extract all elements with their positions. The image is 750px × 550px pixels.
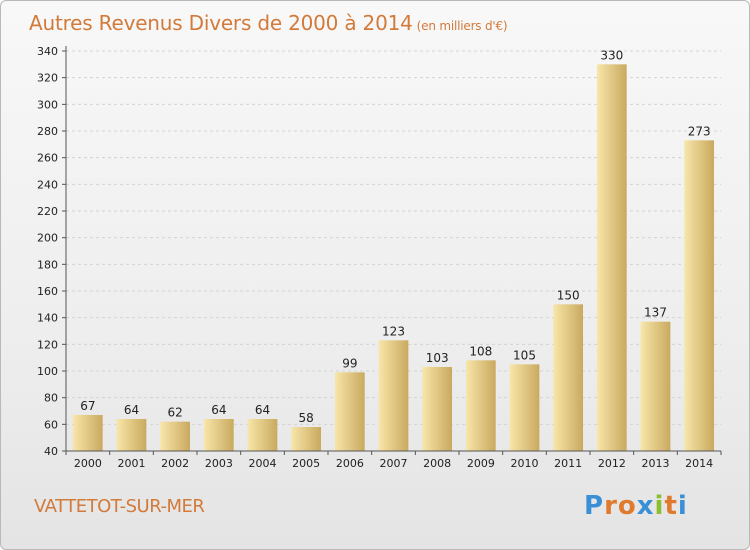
x-tick-label: 2003: [205, 457, 233, 470]
bar-2013: [640, 321, 671, 451]
bar-value-label: 123: [382, 324, 405, 338]
y-axis: 40 60 80 100 120 140 160 180 200 220 240 260 280 300 3…: [37, 45, 66, 458]
bar-2011: [553, 304, 584, 451]
x-tick-label: 2002: [161, 457, 189, 470]
bar-2002: [160, 421, 191, 451]
y-tick-label: 40: [44, 445, 58, 458]
bar-value-label: 330: [600, 48, 623, 62]
title-unit: (en milliers d'€): [416, 19, 508, 33]
bars: 67 64 62 64 64 58 99 123 103 108 105 150 330 137 273: [72, 48, 715, 452]
y-tick-label: 200: [37, 232, 58, 245]
bar-2007: [378, 340, 409, 451]
y-tick-label: 300: [37, 98, 58, 111]
y-tick-label: 120: [37, 338, 58, 351]
logo-letter: P: [584, 491, 605, 521]
bar-2003: [203, 419, 234, 451]
bar-value-label: 64: [124, 403, 139, 417]
bar-value-label: 58: [299, 411, 314, 425]
x-tick-label: 2006: [336, 457, 364, 470]
bar-2005: [291, 427, 322, 451]
x-tick-label: 2012: [598, 457, 626, 470]
bar-2012: [596, 64, 627, 452]
x-tick-label: 2011: [554, 457, 582, 470]
bar-value-label: 137: [644, 306, 667, 320]
bar-2014: [684, 140, 715, 452]
x-tick-label: 2005: [292, 457, 320, 470]
bar-2004: [247, 419, 278, 451]
x-tick-label: 2014: [685, 457, 713, 470]
x-axis: 2000 2001 2002 2003 2004 2005 2006 2007 2008 2009…: [65, 451, 722, 470]
bar-value-label: 273: [688, 124, 711, 138]
x-tick-label: 2004: [249, 457, 277, 470]
bar-2009: [465, 360, 496, 451]
y-tick-label: 140: [37, 312, 58, 325]
bar-value-label: 64: [255, 403, 270, 417]
bar-value-label: 150: [557, 288, 580, 302]
bar-2000: [72, 415, 103, 451]
y-tick-label: 240: [37, 178, 58, 191]
logo-letter: o: [617, 491, 637, 521]
commune-name: VATTETOT-SUR-MER: [34, 496, 205, 517]
bar-2001: [116, 419, 147, 451]
logo-letter: x: [636, 491, 655, 521]
x-tick-label: 2010: [511, 457, 539, 470]
logo-letter: r: [604, 491, 618, 521]
bar-value-label: 103: [426, 351, 449, 365]
title-text: Autres Revenus Divers de 2000 à 2014: [29, 11, 413, 35]
logo-letter: i: [654, 491, 665, 521]
x-tick-label: 2001: [118, 457, 146, 470]
y-tick-label: 320: [37, 72, 58, 85]
y-tick-label: 80: [44, 392, 58, 405]
x-tick-label: 2000: [74, 457, 102, 470]
bar-value-label: 108: [469, 344, 492, 358]
bar-value-label: 64: [211, 403, 226, 417]
y-tick-label: 60: [44, 418, 58, 431]
y-tick-label: 340: [37, 45, 58, 58]
chart-title: Autres Revenus Divers de 2000 à 2014 (en …: [29, 11, 508, 35]
x-tick-label: 2013: [642, 457, 670, 470]
bar-value-label: 105: [513, 348, 536, 362]
bar-2006: [334, 372, 365, 451]
bar-2010: [509, 364, 540, 451]
y-tick-label: 280: [37, 125, 58, 138]
y-tick-label: 220: [37, 205, 58, 218]
y-tick-label: 100: [37, 365, 58, 378]
x-tick-label: 2008: [423, 457, 451, 470]
bar-value-label: 99: [342, 356, 357, 370]
bar-2008: [422, 367, 453, 451]
y-tick-label: 160: [37, 285, 58, 298]
logo-letter: i: [677, 491, 688, 521]
x-tick-label: 2009: [467, 457, 495, 470]
x-tick-label: 2007: [380, 457, 408, 470]
y-tick-label: 180: [37, 258, 58, 271]
y-tick-label: 260: [37, 152, 58, 165]
logo-letter: t: [664, 491, 678, 521]
proxiti-logo: Proxiti: [584, 491, 688, 521]
bar-value-label: 62: [168, 406, 183, 420]
bar-value-label: 67: [80, 399, 95, 413]
